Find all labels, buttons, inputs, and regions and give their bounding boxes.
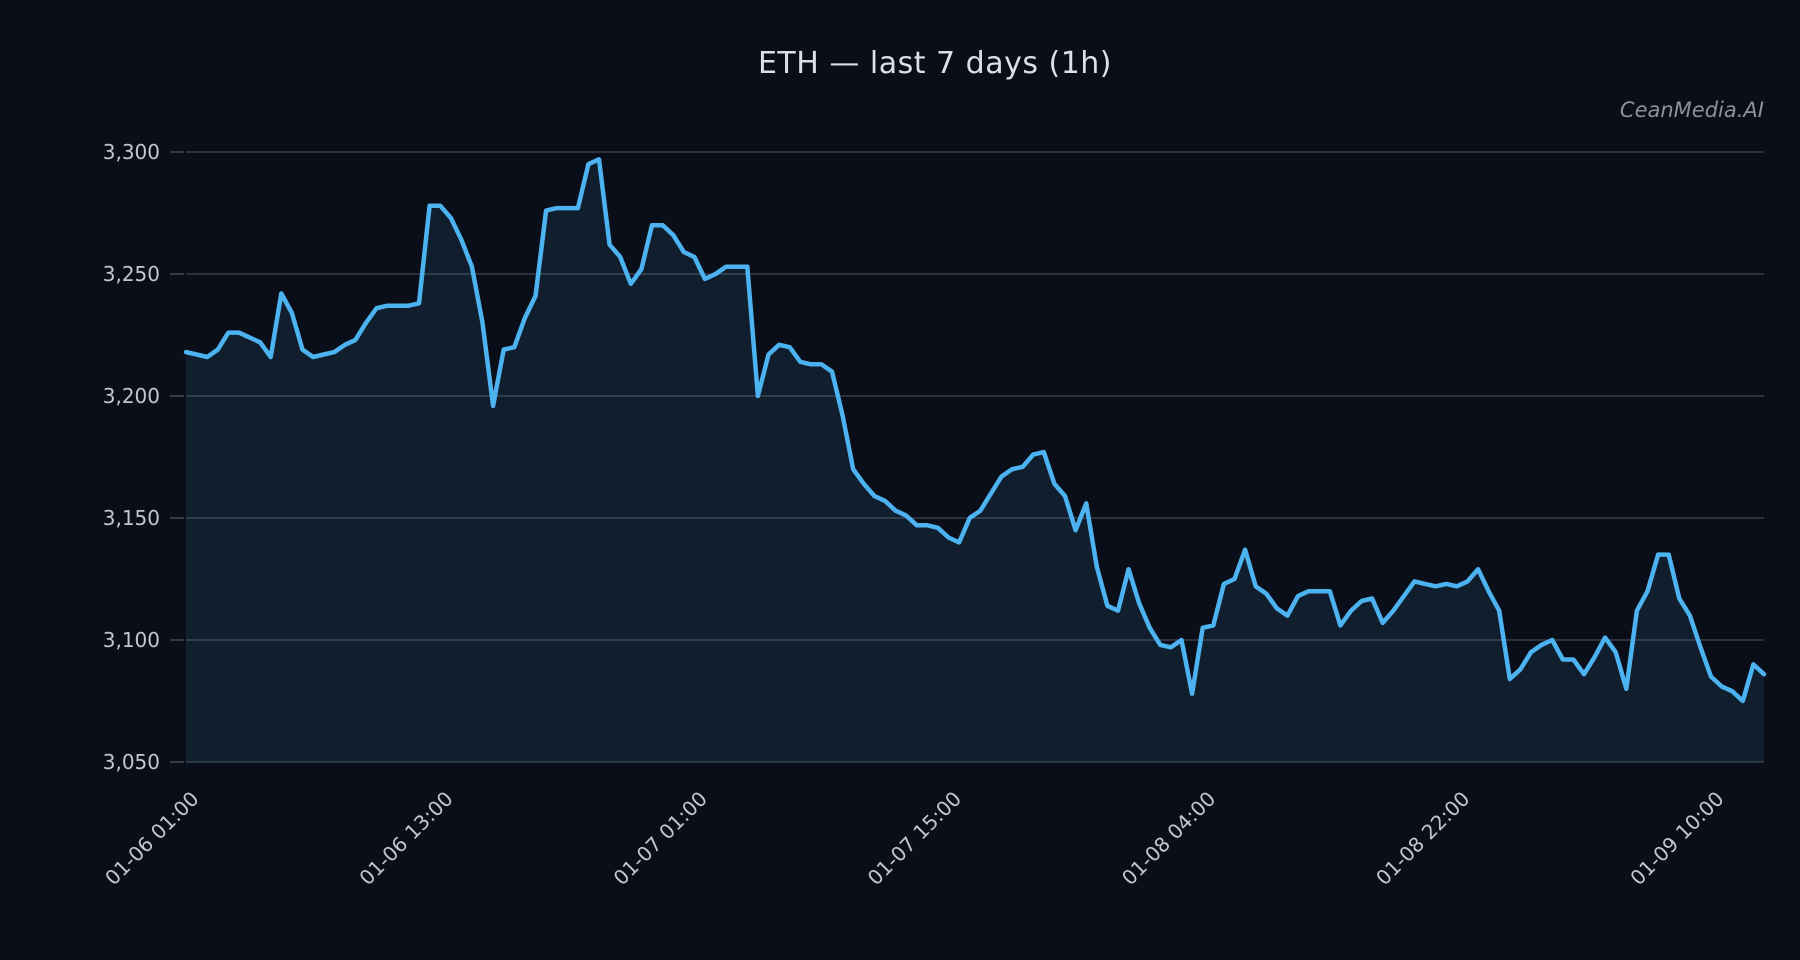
y-tick-label: 3,250 (103, 262, 160, 286)
x-tick-label: 01-08 22:00 (1371, 787, 1474, 890)
y-tick-label: 3,050 (103, 750, 160, 774)
price-area-fill (186, 159, 1764, 763)
x-tick-label: 01-06 01:00 (100, 787, 203, 890)
x-tick-label: 01-06 13:00 (354, 787, 457, 890)
y-tick-label: 3,300 (103, 140, 160, 164)
chart-title: ETH — last 7 days (1h) (757, 46, 1113, 81)
y-tick-label: 3,100 (103, 628, 160, 652)
y-tick-label: 3,150 (103, 506, 160, 530)
price-line (183, 157, 1767, 704)
watermark: CeanMedia.AI (1619, 98, 1764, 122)
x-tick-label: 01-07 15:00 (863, 787, 966, 890)
y-tick-label: 3,200 (103, 384, 160, 408)
x-tick-label: 01-09 10:00 (1625, 787, 1728, 890)
x-tick-label: 01-08 04:00 (1117, 787, 1220, 890)
x-tick-label: 01-07 01:00 (609, 787, 712, 890)
